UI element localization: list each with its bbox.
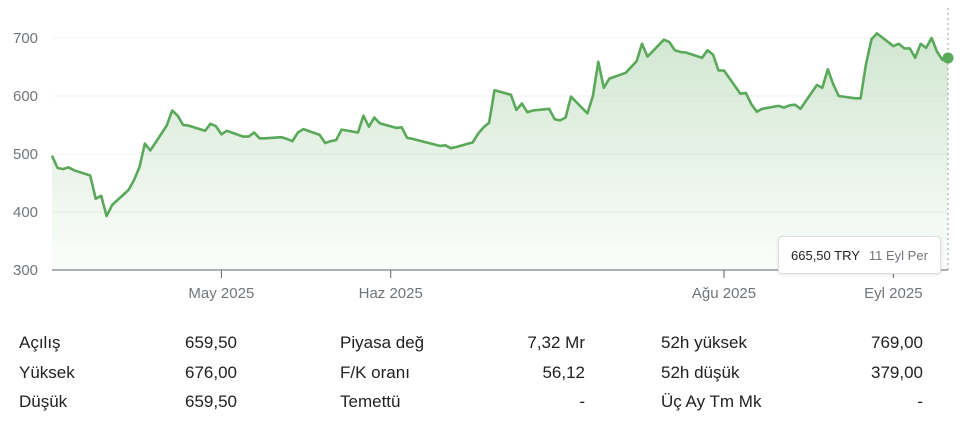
x-tick-label: Haz 2025 (359, 285, 423, 302)
y-axis: 700 600 500 400 300 (13, 30, 38, 279)
stats-row: Açılış 659,50 Piyasa değ 7,32 Mr 52h yük… (0, 330, 960, 360)
stat-value: 379,00 (871, 362, 923, 382)
price-chart: 700 600 500 400 300 May 2025 Haz 2025 Ağu 2025… (13, 8, 954, 302)
x-axis: May 2025 Haz 2025 Ağu 2025 Eyl 2025 (188, 270, 923, 302)
stat-label: Yüksek (19, 362, 75, 382)
stat-label: Açılış (19, 333, 61, 352)
price-area (52, 33, 948, 271)
stat-value: 56,12 (542, 362, 585, 382)
stat-value: 676,00 (185, 362, 237, 382)
stat-value: 659,50 (185, 392, 237, 411)
x-tick-label: May 2025 (188, 285, 254, 302)
stat-label: 52h düşük (661, 362, 740, 382)
y-tick-label: 400 (13, 204, 38, 221)
stat-label: Düşük (19, 392, 68, 411)
tooltip-date: 11 Eyl Per (868, 247, 928, 263)
y-tick-label: 500 (13, 146, 38, 163)
stats-table: Açılış 659,50 Piyasa değ 7,32 Mr 52h yük… (0, 330, 960, 419)
y-tick-label: 700 (13, 30, 38, 47)
last-price-dot[interactable] (942, 52, 954, 64)
stat-label: Üç Ay Tm Mk (661, 392, 762, 411)
price-tooltip: 665,50 TRY 11 Eyl Per (778, 236, 941, 274)
stat-label: Piyasa değ (340, 333, 425, 352)
stat-label: 52h yüksek (661, 333, 747, 352)
stat-label: Temettü (340, 392, 401, 411)
tooltip-price: 665,50 TRY (791, 247, 860, 263)
stat-value: 7,32 Mr (527, 333, 585, 352)
stat-value: 769,00 (871, 333, 923, 352)
stat-label: F/K oranı (340, 362, 410, 382)
price-line (50, 32, 949, 218)
stat-value: 659,50 (185, 333, 237, 352)
x-tick-label: Eyl 2025 (864, 285, 922, 302)
y-tick-label: 300 (13, 262, 38, 279)
stat-value: - (917, 392, 923, 411)
stat-value: - (579, 392, 585, 411)
y-tick-label: 600 (13, 88, 38, 105)
x-tick-label: Ağu 2025 (692, 285, 756, 302)
stats-row: Yüksek 676,00 F/K oranı 56,12 52h düşük … (0, 360, 960, 390)
stats-row: Düşük 659,50 Temettü - Üç Ay Tm Mk - (0, 389, 960, 419)
